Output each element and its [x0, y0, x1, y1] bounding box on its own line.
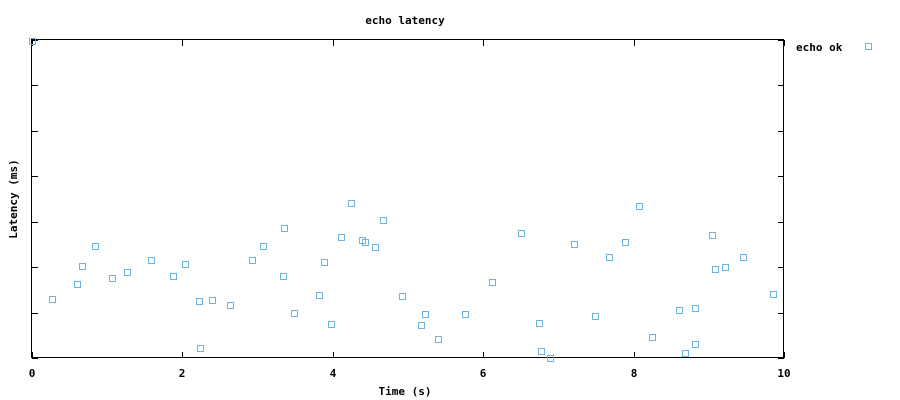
- data-point: [692, 305, 699, 312]
- x-axis-label: Time (s): [379, 385, 432, 398]
- data-point: [380, 217, 387, 224]
- data-point: [227, 302, 234, 309]
- legend-label: echo ok: [796, 41, 843, 54]
- data-point: [109, 275, 116, 282]
- data-point: [281, 225, 288, 232]
- data-point: [249, 257, 256, 264]
- y-axis-ticks: [32, 40, 784, 359]
- data-point: [316, 292, 323, 299]
- data-point: [29, 38, 36, 45]
- data-point: [348, 200, 355, 207]
- data-point: [592, 313, 599, 320]
- data-point: [740, 254, 747, 261]
- y-axis-label: Latency (ms): [7, 159, 20, 238]
- data-point: [321, 259, 328, 266]
- data-point: [709, 232, 716, 239]
- chart-title: echo latency: [365, 14, 445, 27]
- data-point: [196, 298, 203, 305]
- data-point: [124, 269, 131, 276]
- data-point: [74, 281, 81, 288]
- data-point: [649, 334, 656, 341]
- data-point: [547, 355, 554, 362]
- data-point: [372, 244, 379, 251]
- x-axis-ticks: 0 2 4 6 8 10: [29, 40, 791, 380]
- data-point: [538, 348, 545, 355]
- data-point: [260, 243, 267, 250]
- data-point: [536, 320, 543, 327]
- x-tick-label: 6: [480, 367, 487, 380]
- data-point: [622, 239, 629, 246]
- data-point: [722, 264, 729, 271]
- data-point: [49, 296, 56, 303]
- data-point: [209, 297, 216, 304]
- data-point: [518, 230, 525, 237]
- data-point: [170, 273, 177, 280]
- data-point: [606, 254, 613, 261]
- data-point: [399, 293, 406, 300]
- data-point: [79, 263, 86, 270]
- plot-frame: [31, 39, 784, 358]
- data-point: [676, 307, 683, 314]
- data-points: [29, 38, 777, 362]
- x-tick-label: 2: [179, 367, 186, 380]
- data-point: [197, 345, 204, 352]
- data-point: [362, 239, 369, 246]
- data-point: [92, 243, 99, 250]
- data-point: [462, 311, 469, 318]
- data-point: [418, 322, 425, 329]
- data-point: [682, 350, 689, 357]
- legend-marker: [865, 43, 872, 50]
- data-point: [148, 257, 155, 264]
- data-point: [291, 310, 298, 317]
- data-point: [636, 203, 643, 210]
- data-point: [692, 341, 699, 348]
- legend: echo ok: [796, 41, 872, 54]
- data-point: [712, 266, 719, 273]
- data-point: [182, 261, 189, 268]
- x-tick-label: 0: [29, 367, 36, 380]
- data-point: [280, 273, 287, 280]
- data-point: [571, 241, 578, 248]
- data-point: [422, 311, 429, 318]
- data-point: [489, 279, 496, 286]
- x-tick-label: 10: [777, 367, 790, 380]
- x-tick-label: 4: [330, 367, 337, 380]
- data-point: [338, 234, 345, 241]
- data-point: [328, 321, 335, 328]
- data-point: [770, 291, 777, 298]
- data-point: [435, 336, 442, 343]
- x-tick-label: 8: [631, 367, 638, 380]
